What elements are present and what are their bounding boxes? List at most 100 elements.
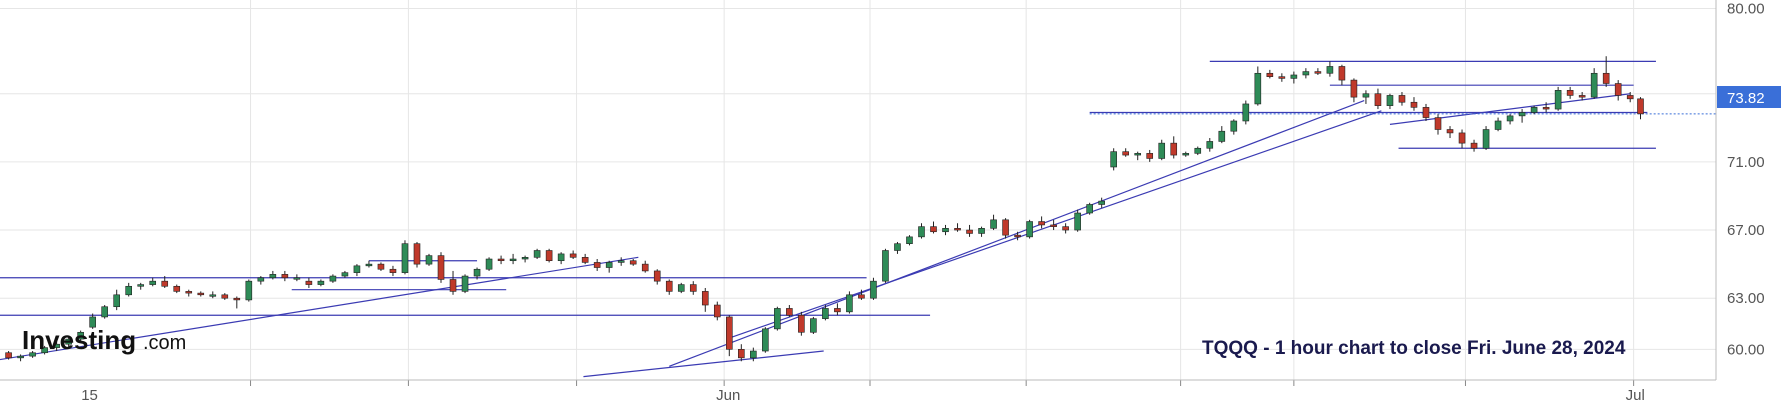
y-tick-label: 71.00 bbox=[1727, 154, 1765, 171]
candle-body bbox=[533, 250, 541, 258]
candle-body bbox=[281, 274, 289, 279]
candle-up bbox=[209, 291, 217, 299]
candle-body bbox=[774, 308, 781, 330]
candle-body bbox=[437, 255, 445, 280]
candle-down bbox=[689, 281, 697, 295]
candle-down bbox=[1062, 223, 1069, 234]
candle-down bbox=[1350, 78, 1358, 103]
candle-body bbox=[557, 253, 565, 262]
candle-up bbox=[101, 305, 108, 319]
candle-body bbox=[713, 304, 721, 318]
candle-up bbox=[1182, 151, 1190, 157]
candle-body bbox=[750, 350, 757, 359]
candle-up bbox=[1482, 126, 1490, 150]
candle-up bbox=[978, 226, 985, 237]
candle-up bbox=[293, 274, 301, 282]
candle-body bbox=[1146, 153, 1154, 159]
candle-body bbox=[593, 262, 601, 268]
candle-up bbox=[17, 354, 24, 362]
candle-body bbox=[1434, 117, 1442, 130]
y-tick-label: 63.00 bbox=[1727, 290, 1765, 307]
candle-body bbox=[197, 292, 205, 296]
candle-down bbox=[725, 315, 733, 357]
candle-down bbox=[738, 344, 745, 362]
candle-body bbox=[1626, 95, 1634, 100]
candle-body bbox=[653, 270, 661, 282]
candle-body bbox=[738, 349, 745, 359]
candle-down bbox=[1122, 148, 1129, 157]
candle-body bbox=[509, 258, 517, 262]
candle-body bbox=[221, 294, 229, 299]
candle-body bbox=[1566, 90, 1574, 96]
candle-body bbox=[269, 274, 277, 279]
candle-up bbox=[485, 257, 493, 271]
trend-line bbox=[669, 99, 1365, 367]
candle-body bbox=[605, 262, 613, 268]
candle-up bbox=[1110, 148, 1117, 171]
candle-up bbox=[125, 282, 132, 297]
candle-down bbox=[1470, 139, 1478, 152]
candle-body bbox=[401, 243, 409, 273]
candle-down bbox=[305, 277, 313, 288]
candle-body bbox=[1506, 115, 1514, 122]
candle-body bbox=[461, 275, 469, 292]
candle-up bbox=[329, 274, 337, 283]
candle-up bbox=[1302, 68, 1310, 79]
candle-up bbox=[1218, 126, 1226, 144]
candle-up bbox=[810, 316, 817, 334]
candle-body bbox=[1086, 204, 1093, 214]
candle-body bbox=[329, 275, 337, 282]
candle-body bbox=[233, 297, 241, 301]
candle-body bbox=[966, 229, 973, 234]
candle-body bbox=[701, 291, 709, 306]
candle-up bbox=[1386, 93, 1394, 110]
trend-line bbox=[730, 110, 1382, 338]
candle-down bbox=[1602, 56, 1610, 87]
candle-down bbox=[221, 293, 229, 300]
candle-up bbox=[53, 340, 60, 352]
candle-down bbox=[629, 259, 637, 266]
candle-body bbox=[918, 226, 925, 238]
candle-down bbox=[786, 305, 793, 317]
candle-up bbox=[41, 345, 48, 355]
candle-up bbox=[1290, 71, 1298, 84]
candle-up bbox=[113, 289, 120, 311]
candle-down bbox=[1446, 126, 1454, 139]
candle-body bbox=[1578, 95, 1586, 98]
candle-body bbox=[161, 280, 169, 287]
candle-body bbox=[317, 280, 325, 285]
candle-body bbox=[1242, 103, 1250, 122]
candle-up bbox=[870, 277, 877, 300]
candle-up bbox=[1362, 90, 1370, 104]
candle-body bbox=[173, 285, 181, 292]
candle-body bbox=[798, 314, 805, 333]
candle-body bbox=[1518, 112, 1526, 117]
candle-down bbox=[1266, 69, 1274, 79]
candle-up bbox=[906, 235, 913, 246]
candle-body bbox=[1110, 151, 1117, 168]
candle-body bbox=[293, 277, 301, 280]
candle-down bbox=[1278, 73, 1286, 82]
candle-up bbox=[894, 241, 901, 254]
x-tick-label: 15 bbox=[81, 387, 98, 404]
candle-body bbox=[209, 294, 217, 297]
candle-body bbox=[1002, 219, 1009, 236]
candle-body bbox=[1170, 142, 1178, 156]
candle-body bbox=[113, 294, 120, 308]
candle-body bbox=[101, 306, 108, 318]
candle-body bbox=[822, 308, 829, 319]
candle-body bbox=[1074, 212, 1081, 231]
candle-up bbox=[557, 252, 565, 265]
candle-body bbox=[810, 318, 817, 333]
candle-body bbox=[1062, 226, 1069, 231]
candle-down bbox=[413, 241, 421, 268]
trend-line bbox=[1389, 93, 1631, 125]
candle-up bbox=[149, 277, 157, 287]
candle-up bbox=[1230, 119, 1238, 135]
candle-up bbox=[1494, 117, 1502, 132]
candle-body bbox=[1494, 120, 1502, 130]
candle-body bbox=[1026, 221, 1033, 238]
candle-body bbox=[1386, 95, 1394, 106]
candle-body bbox=[978, 228, 985, 234]
candle-down bbox=[798, 311, 805, 336]
